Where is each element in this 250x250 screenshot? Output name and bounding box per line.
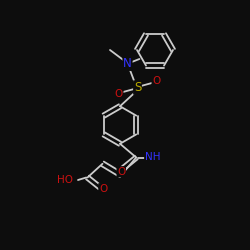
Text: NH: NH (145, 152, 160, 162)
Text: O: O (114, 89, 123, 99)
Text: O: O (117, 167, 126, 177)
Text: HO: HO (57, 175, 73, 185)
Text: O: O (99, 184, 107, 194)
Text: O: O (152, 76, 160, 86)
Text: N: N (123, 57, 132, 70)
Text: S: S (134, 81, 141, 94)
